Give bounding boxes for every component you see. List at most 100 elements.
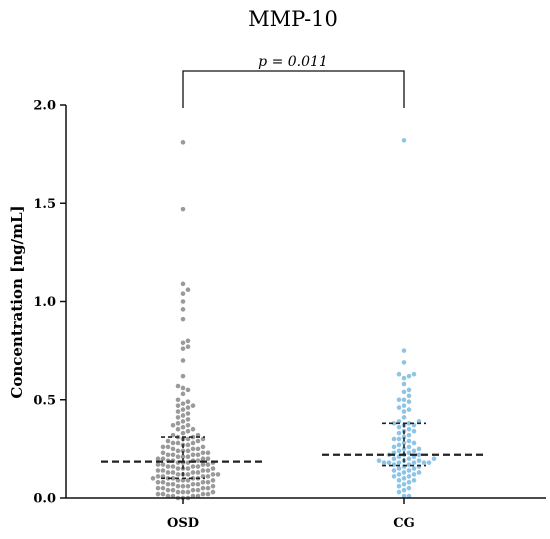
cg-data-point [401,348,407,353]
cg-data-point [396,424,402,430]
osd-data-point [180,206,186,212]
cg-data-point [411,371,417,377]
y-axis-ticks: 0.0 0.5 1.0 1.5 2.0 [33,99,66,507]
osd-data-point [185,448,191,454]
osd-data-point [175,483,181,489]
cg-data-point [406,421,412,426]
osd-data-point [200,479,206,485]
osd-data-point [205,491,211,497]
osd-data-point [185,466,191,471]
osd-data-point [195,470,201,475]
osd-data-point [190,440,196,446]
cg-data-point [396,489,402,495]
cg-data-point [426,460,432,465]
osd-data-point [175,409,181,414]
cg-data-point [416,452,422,458]
osd-data-point [165,487,171,493]
cg-data-point [411,440,417,446]
cg-data-point [406,485,412,491]
osd-data-point [185,417,191,422]
cg-data-point [411,472,417,477]
osd-data-point [185,338,191,344]
osd-data-point [195,438,201,444]
osd-data-point [170,481,176,487]
osd-data-point [205,450,211,456]
cg-data-point [391,456,397,462]
cg-data-point [391,421,397,426]
osd-data-point [155,456,161,462]
osd-data-point [190,464,196,469]
osd-data-point [180,385,186,391]
osd-data-point [195,432,201,438]
osd-data-point [205,456,211,462]
osd-data-point [170,476,176,481]
osd-data-point [210,483,216,489]
osd-data-point [205,479,211,485]
osd-data-point [160,474,166,479]
osd-data-point [160,462,166,467]
osd-data-point [180,407,186,412]
cg-data-point [401,440,407,446]
y-axis-label: Concentration [ng/mL] [8,205,26,398]
cg-data-point [401,375,407,381]
osd-data-point [210,472,216,477]
osd-data-point [155,479,161,485]
osd-data-point [180,281,186,287]
cg-data-point [411,478,417,483]
data-points-layer [150,138,437,501]
chart-title: MMP-10 [248,7,338,31]
osd-data-point [170,470,176,475]
osd-data-point [200,450,206,456]
osd-data-point [170,432,176,438]
y-tick-label: 0.0 [33,492,56,507]
cg-data-point [401,389,407,395]
osd-data-point [160,491,166,497]
cg-data-point [401,403,407,408]
osd-data-point [165,438,171,444]
cg-data-point [411,428,417,434]
osd-data-point [180,299,186,304]
cg-data-point [391,468,397,473]
osd-data-point [190,470,196,475]
osd-data-point [165,493,171,499]
osd-data-point [180,454,186,460]
osd-data-point [205,485,211,491]
osd-data-point [180,401,186,406]
cg-data-point [396,397,402,403]
median-iqr-layer [101,422,486,480]
cg-data-point [396,472,402,477]
osd-data-point [175,478,181,483]
cg-data-point [381,460,387,465]
osd-data-point [160,450,166,456]
cg-data-point [406,479,412,485]
osd-data-point [175,466,181,471]
osd-data-point [185,442,191,448]
osd-data-point [165,481,171,487]
osd-data-point [195,481,201,487]
osd-data-point [180,483,186,489]
cg-data-point [416,458,422,463]
osd-data-point [175,440,181,446]
osd-data-point [200,444,206,450]
osd-data-point [180,419,186,424]
osd-data-point [215,472,221,477]
osd-data-point [180,424,186,430]
cg-data-point [406,438,412,444]
osd-data-point [185,428,191,434]
osd-data-point [190,493,196,499]
osd-data-point [170,440,176,446]
cg-data-point [396,466,402,471]
osd-data-point [180,478,186,483]
x-tick-label: CG [393,516,414,531]
cg-data-point [431,456,437,462]
cg-data-point [401,415,407,420]
cg-data-point [416,470,422,475]
osd-data-point [185,483,191,489]
osd-data-point [210,478,216,483]
osd-data-point [150,476,156,481]
osd-data-point [190,481,196,487]
osd-data-point [195,464,201,469]
osd-data-point [155,491,161,497]
